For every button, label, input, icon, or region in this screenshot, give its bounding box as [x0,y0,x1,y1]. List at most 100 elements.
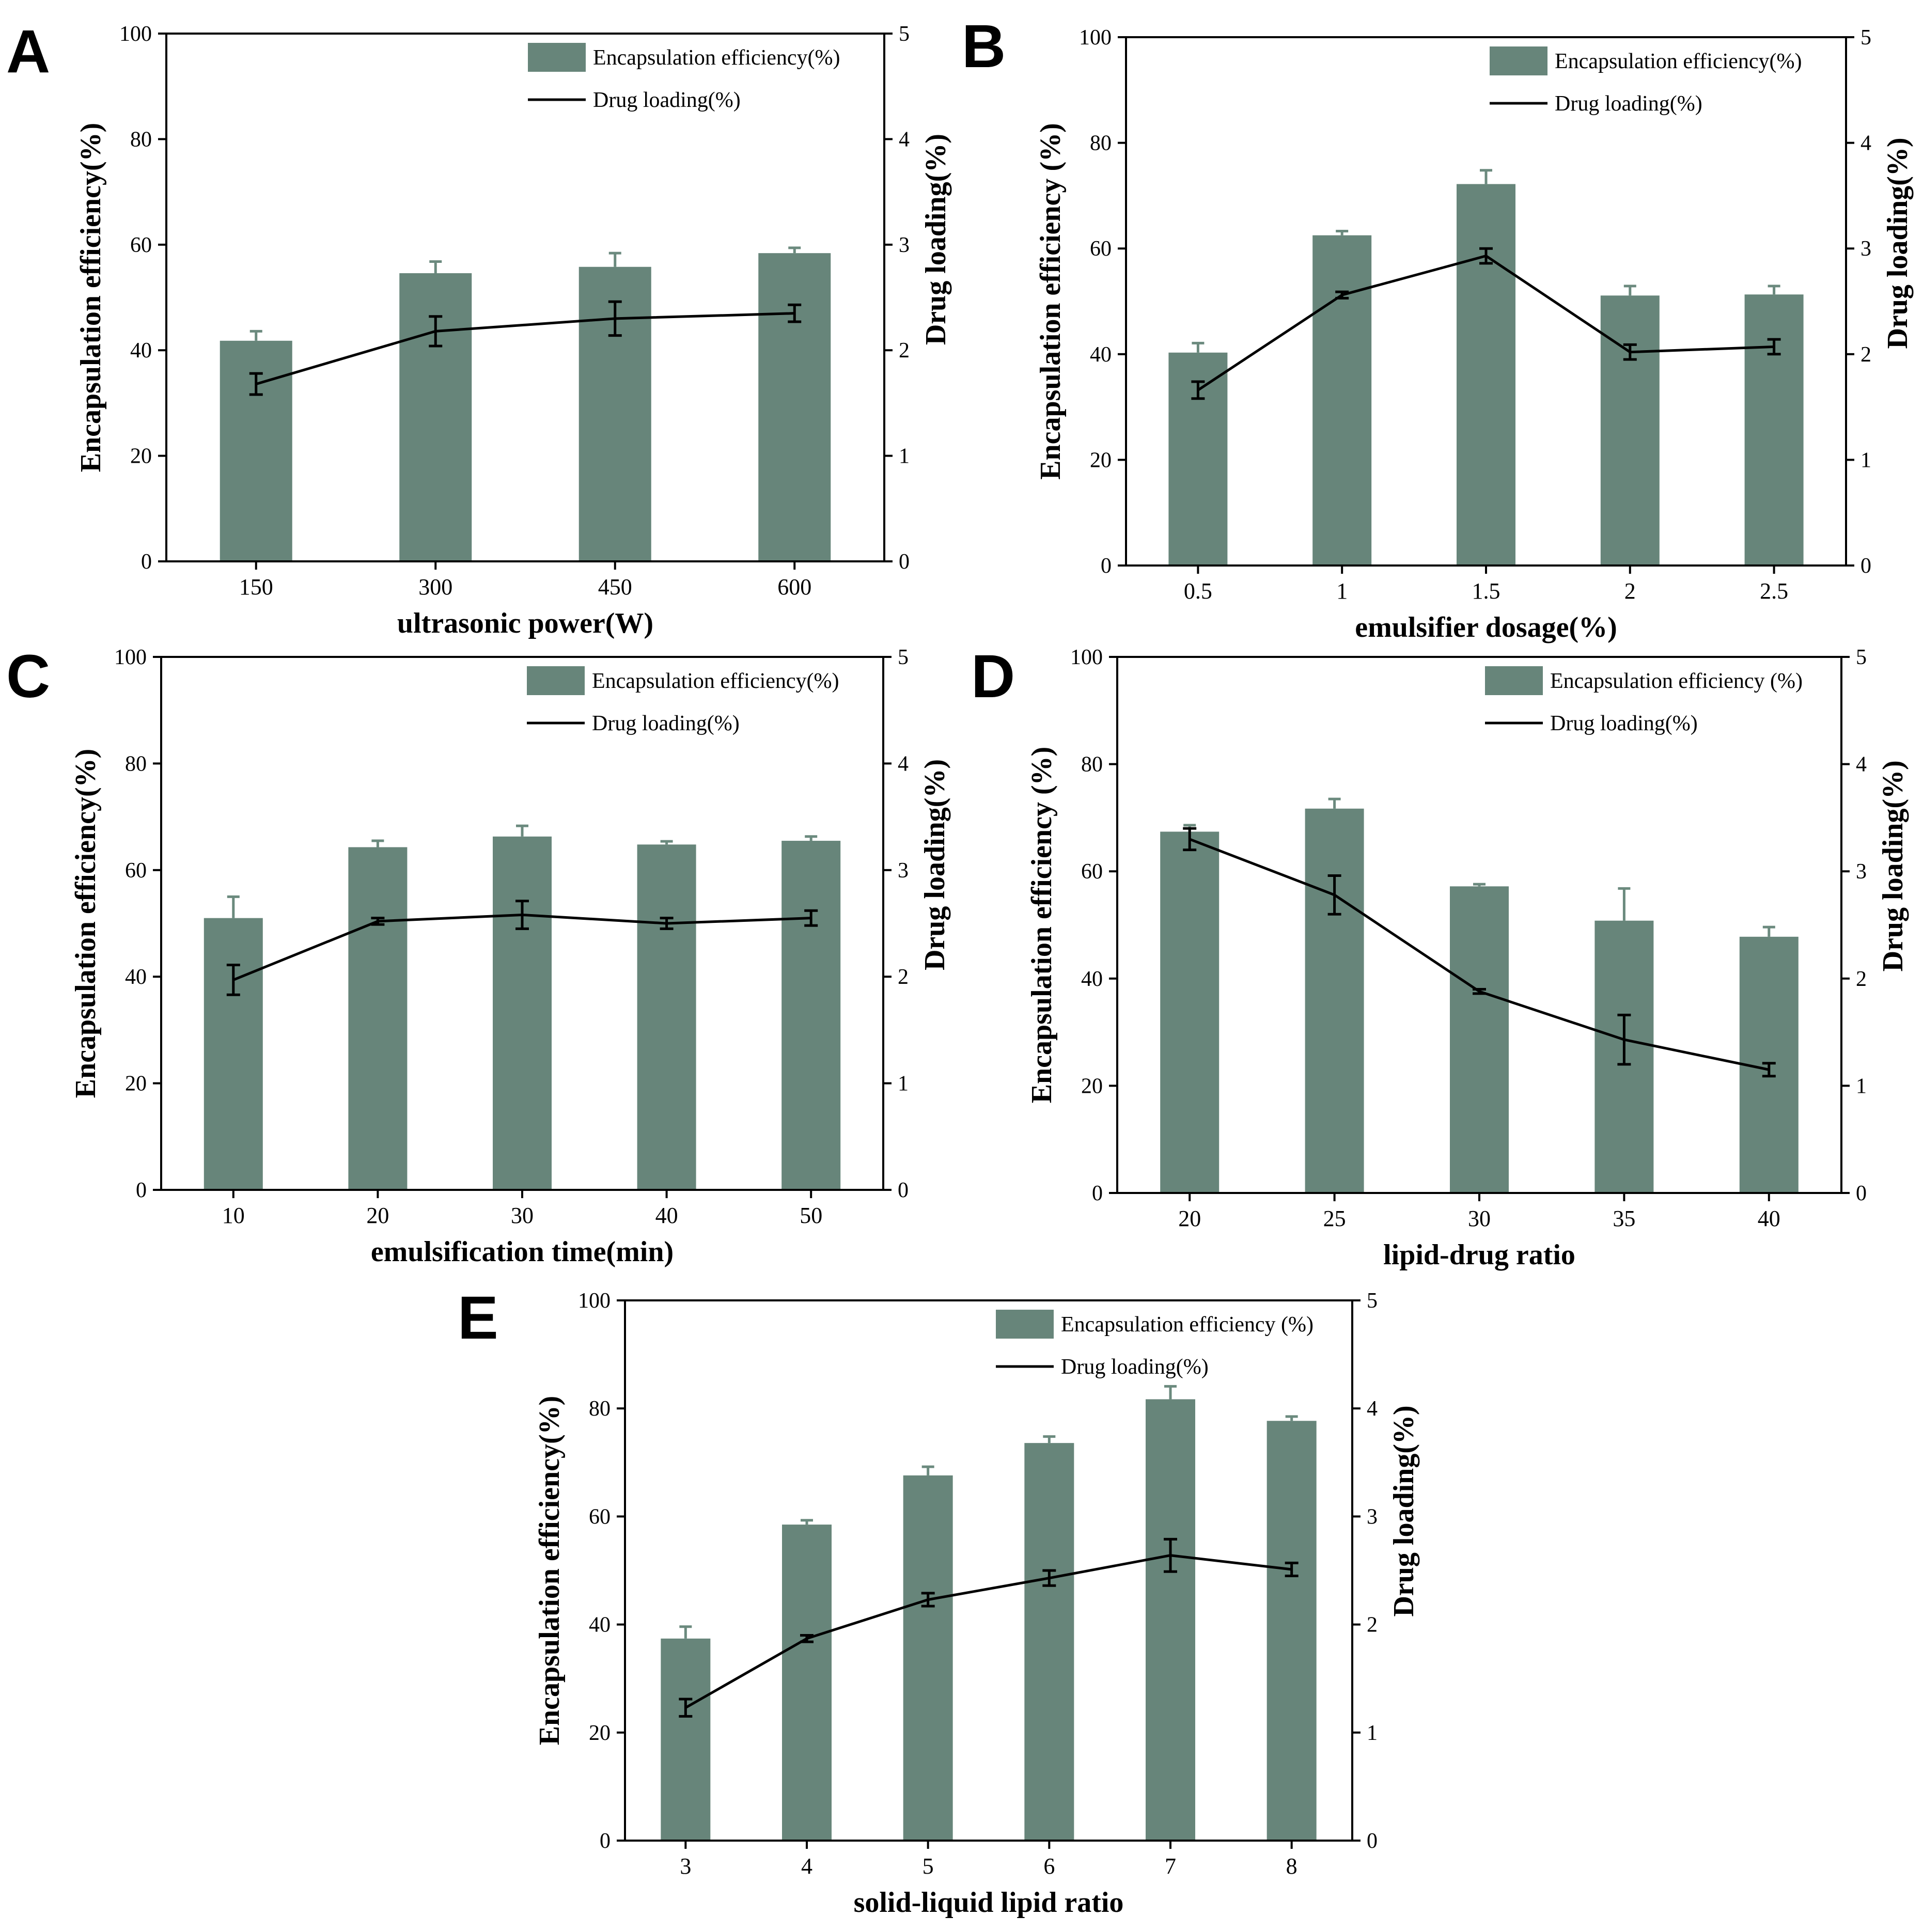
legend-bar-swatch [996,1310,1054,1339]
panel-letter: C [6,642,50,711]
y2-tick-label: 4 [1367,1397,1378,1421]
legend-bar-label: Encapsulation efficiency (%) [1061,1313,1314,1337]
y-tick-label: 0 [141,550,152,574]
legend-bar-swatch [527,666,585,695]
x-tick-label: 40 [655,1203,678,1228]
x-tick-label: 3 [680,1854,691,1879]
drug-loading-line [256,312,795,386]
legend-bar-swatch [1485,666,1543,695]
bar [1024,1443,1074,1841]
bar [637,844,696,1190]
panel-b: B 0 20 40 60 80 100 0 1 2 3 4 5 0.5 1 1.5 2 2.5 emulsifier… [962,12,1914,643]
y2-tick-label: 2 [1861,343,1871,367]
y2-tick-label: 5 [1856,646,1867,669]
y2-tick-label: 4 [899,128,910,151]
y-tick-label: 100 [119,22,152,46]
legend-line-label: Drug loading(%) [1061,1355,1209,1379]
y-tick-label: 80 [1090,132,1112,155]
bar [661,1638,711,1841]
legend-bar-swatch [1490,46,1547,75]
bar [1305,808,1364,1193]
x-tick-label: 2.5 [1760,578,1788,604]
x-tick-label: 30 [1468,1206,1491,1231]
bar [1600,295,1660,566]
y2-axis-title: Drug loading(%) [920,134,952,345]
bar [1160,831,1220,1193]
y2-axis-title: Drug loading(%) [919,759,951,970]
x-tick-label: 600 [777,574,811,600]
x-tick-label: 6 [1043,1854,1055,1879]
y2-tick-label: 3 [1367,1505,1378,1529]
y2-axis-title: Drug loading(%) [1388,1405,1420,1616]
y-tick-label: 40 [1090,343,1112,367]
bar [204,918,263,1190]
bar [348,847,408,1190]
y-tick-label: 100 [578,1289,611,1313]
y-tick-label: 60 [125,859,147,883]
y2-axis-title: Drug loading(%) [1882,137,1914,349]
y2-tick-label: 5 [1367,1289,1378,1313]
x-tick-label: 1.5 [1472,578,1500,604]
panel-letter: E [458,1284,498,1352]
x-tick-label: 1 [1336,578,1348,604]
y-tick-label: 60 [130,233,152,257]
y2-tick-label: 4 [898,752,909,776]
y2-tick-label: 1 [898,1072,909,1096]
y-tick-label: 100 [1079,26,1112,50]
plot-frame [624,1299,1353,1842]
bar [1450,886,1509,1193]
y-tick-label: 0 [136,1179,147,1202]
y-tick-label: 40 [1081,967,1103,991]
x-tick-label: 7 [1165,1854,1176,1879]
panel-e: E 0 20 40 60 80 100 0 1 2 3 4 5 3 4 5 6 7 8 solid-liquid li… [458,1284,1420,1919]
legend-bar-label: Encapsulation efficiency (%) [1550,669,1803,693]
legend-bar-label: Encapsulation efficiency(%) [592,669,839,693]
y-tick-label: 0 [1092,1182,1103,1205]
bar [493,836,552,1190]
y2-tick-label: 2 [1367,1613,1378,1637]
y2-tick-label: 5 [899,22,910,46]
x-tick-label: 150 [239,574,273,600]
x-tick-label: 10 [222,1203,245,1228]
y2-tick-label: 0 [899,550,910,574]
y-tick-label: 20 [130,445,152,468]
legend-line-label: Drug loading(%) [592,712,740,735]
y2-tick-label: 5 [1861,26,1871,50]
y2-tick-label: 2 [1856,967,1867,991]
y-tick-label: 80 [589,1397,611,1421]
x-tick-label: 8 [1286,1854,1297,1879]
y2-tick-label: 1 [1861,448,1871,472]
x-tick-label: 35 [1613,1206,1635,1231]
y-tick-label: 40 [125,965,147,989]
y-tick-label: 20 [1081,1074,1103,1098]
x-axis-title: solid-liquid lipid ratio [854,1887,1124,1919]
x-axis-title: ultrasonic power(W) [397,607,653,639]
bar [758,253,831,562]
y2-tick-label: 1 [1367,1721,1378,1745]
y2-tick-label: 0 [1861,554,1871,578]
bar [1312,235,1372,566]
y2-tick-label: 3 [1856,860,1867,884]
panel-a: A 0 20 40 60 80 100 0 1 2 3 4 5 150 300 450 600 ultrasoni… [6,18,952,639]
y2-tick-label: 3 [899,233,910,257]
drug-loading-line [685,1554,1292,1709]
y-axis-title: Encapsulation efficiency (%) [1026,747,1058,1104]
legend-bar-label: Encapsulation efficiency(%) [1555,50,1802,73]
y-tick-label: 20 [589,1721,611,1745]
y2-tick-label: 0 [1367,1829,1378,1853]
y-tick-label: 0 [1101,554,1112,578]
x-axis-title: lipid-drug ratio [1383,1239,1575,1271]
plot-frame [165,33,885,562]
y-tick-label: 20 [1090,448,1112,472]
y-tick-label: 100 [1070,646,1103,669]
legend-bar-swatch [528,43,586,72]
y-axis-title: Encapsulation efficiency (%) [1035,123,1067,480]
y-tick-label: 80 [130,128,152,151]
y-tick-label: 80 [125,752,147,776]
y-tick-label: 100 [114,646,147,669]
legend-line-label: Drug loading(%) [1550,712,1698,735]
y-tick-label: 60 [589,1505,611,1529]
y2-tick-label: 0 [1856,1182,1867,1205]
y2-tick-label: 5 [898,646,909,669]
y-tick-label: 80 [1081,753,1103,777]
